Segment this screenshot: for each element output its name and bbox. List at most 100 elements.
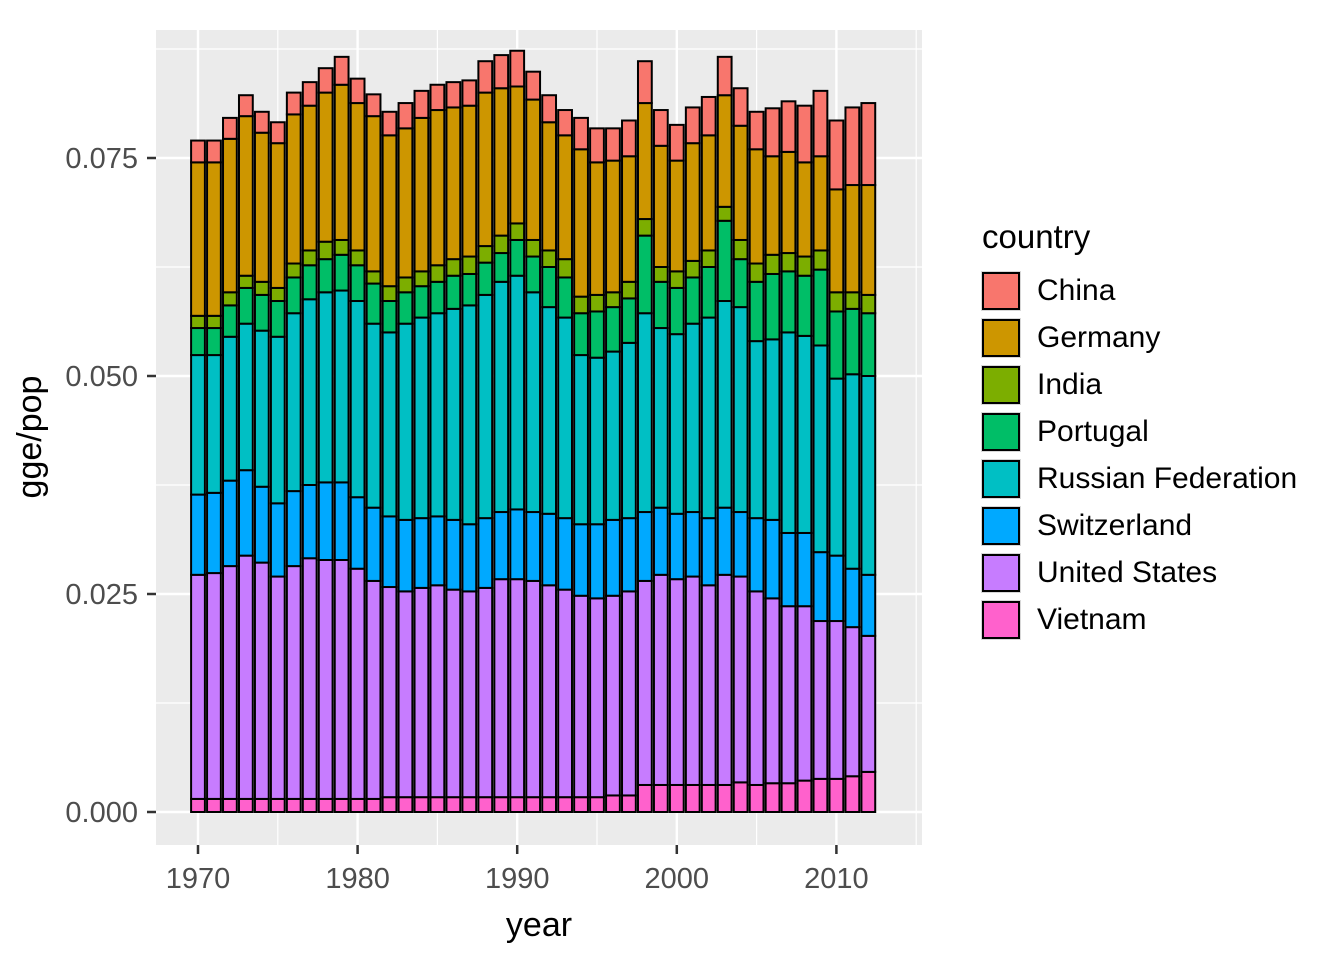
bar-segment-portugal — [780, 270, 797, 334]
bar-segment-russian-federation — [206, 354, 222, 494]
y-tick-label: 0.000 — [65, 797, 138, 829]
bar-segment-vietnam — [525, 796, 542, 814]
bar-segment-china — [285, 91, 302, 116]
bar-segment-switzerland — [573, 523, 589, 597]
bar-segment-united-states — [461, 590, 478, 799]
bar-segment-india — [573, 295, 589, 315]
legend-swatch — [981, 412, 1021, 452]
bar-segment-india — [732, 238, 749, 261]
bar-segment-switzerland — [429, 515, 446, 587]
bar-segment-india — [301, 249, 318, 267]
bar-segment-germany — [222, 137, 238, 294]
bar-segment-russian-federation — [429, 312, 446, 518]
bar-segment-united-states — [477, 586, 494, 799]
bar-segment-united-states — [285, 565, 302, 800]
bar-segment-vietnam — [253, 797, 270, 813]
bar-segment-united-states — [780, 605, 797, 785]
bar-segment-switzerland — [301, 484, 318, 560]
bar-segment-china — [317, 67, 334, 94]
legend-swatch — [981, 459, 1021, 499]
legend-label: Vietnam — [1037, 603, 1147, 636]
bar-segment-russian-federation — [557, 316, 573, 520]
bar-segment-india — [860, 293, 877, 315]
bar-segment-united-states — [812, 620, 829, 780]
bar-segment-germany — [812, 155, 829, 252]
bar-segment-vietnam — [589, 796, 605, 814]
bar-segment-russian-federation — [812, 344, 829, 554]
bar-segment-india — [780, 252, 797, 273]
bar-segment-united-states — [700, 584, 717, 786]
y-tick-label: 0.050 — [65, 361, 138, 393]
bar-segment-germany — [716, 94, 733, 208]
bar-segment-portugal — [589, 310, 605, 359]
bar-segment-india — [445, 258, 462, 277]
bar-segment-india — [493, 234, 510, 255]
legend-item-germany: Germany — [981, 318, 1297, 358]
bar-segment-china — [365, 93, 382, 118]
bar-segment-india — [812, 249, 829, 271]
bar-segment-vietnam — [668, 783, 685, 814]
x-tick-label: 1970 — [166, 863, 231, 895]
bar-segment-russian-federation — [780, 331, 797, 534]
bar-segment-india — [237, 274, 254, 289]
bar-segment-united-states — [381, 586, 398, 799]
legend: country China Germany India Portugal Russian… — [981, 218, 1297, 648]
bar-segment-vietnam — [269, 797, 286, 813]
bar-segment-russian-federation — [700, 316, 717, 520]
x-tick-label: 1980 — [325, 863, 390, 895]
bar-segment-united-states — [828, 620, 845, 780]
bar-segment-portugal — [541, 266, 558, 309]
bar-segment-china — [684, 106, 701, 145]
bar-segment-united-states — [445, 588, 462, 799]
bar-segment-portugal — [509, 238, 526, 277]
bar-segment-portugal — [573, 312, 589, 357]
bar-segment-portugal — [828, 310, 845, 380]
bar-segment-germany — [285, 113, 302, 265]
bar-segment-india — [269, 286, 286, 303]
bar-segment-united-states — [269, 575, 286, 800]
bar-segment-india — [461, 255, 478, 275]
bar-segment-germany — [365, 115, 382, 273]
bar-segment-portugal — [317, 258, 334, 294]
bar-segment-vietnam — [748, 783, 765, 814]
bar-segment-vietnam — [621, 794, 637, 814]
bar-segment-russian-federation — [748, 340, 765, 520]
bar-segment-germany — [589, 161, 605, 296]
bar-segment-china — [301, 81, 318, 107]
bar-segment-china — [413, 89, 430, 119]
bar-segment-vietnam — [493, 796, 510, 814]
bar-segment-switzerland — [796, 531, 813, 608]
bar-segment-germany — [796, 161, 813, 258]
bar-segment-china — [668, 123, 685, 162]
bar-segment-india — [764, 253, 781, 275]
bar-segment-germany — [509, 85, 526, 225]
bar-segment-russian-federation — [237, 322, 254, 472]
bar-segment-portugal — [493, 252, 510, 283]
bar-segment-switzerland — [477, 517, 494, 589]
bar-segment-china — [780, 100, 797, 153]
bar-segment-russian-federation — [525, 291, 542, 514]
legend-swatch — [981, 600, 1021, 640]
bar-segment-germany — [780, 150, 797, 255]
bar-segment-russian-federation — [397, 322, 414, 521]
bar-segment-russian-federation — [301, 298, 318, 486]
bar-segment-vietnam — [796, 779, 813, 813]
bar-segment-united-states — [333, 558, 350, 800]
bar-segment-vietnam — [764, 782, 781, 813]
bar-segment-india — [716, 205, 733, 222]
bar-segment-portugal — [477, 261, 494, 296]
bar-segment-germany — [349, 102, 366, 252]
bar-segment-portugal — [413, 285, 430, 319]
bar-segment-vietnam — [381, 796, 398, 814]
bar-segment-vietnam — [860, 770, 877, 813]
bar-segment-united-states — [206, 572, 222, 800]
bar-segment-united-states — [349, 567, 366, 800]
bar-segment-india — [541, 249, 558, 269]
bar-segment-vietnam — [828, 777, 845, 814]
bar-segment-china — [557, 109, 573, 137]
bar-segment-portugal — [445, 274, 462, 310]
bar-segment-india — [333, 238, 350, 256]
legend-label: Switzerland — [1037, 509, 1193, 542]
bar-segment-switzerland — [636, 511, 653, 582]
bar-segment-portugal — [652, 280, 669, 330]
